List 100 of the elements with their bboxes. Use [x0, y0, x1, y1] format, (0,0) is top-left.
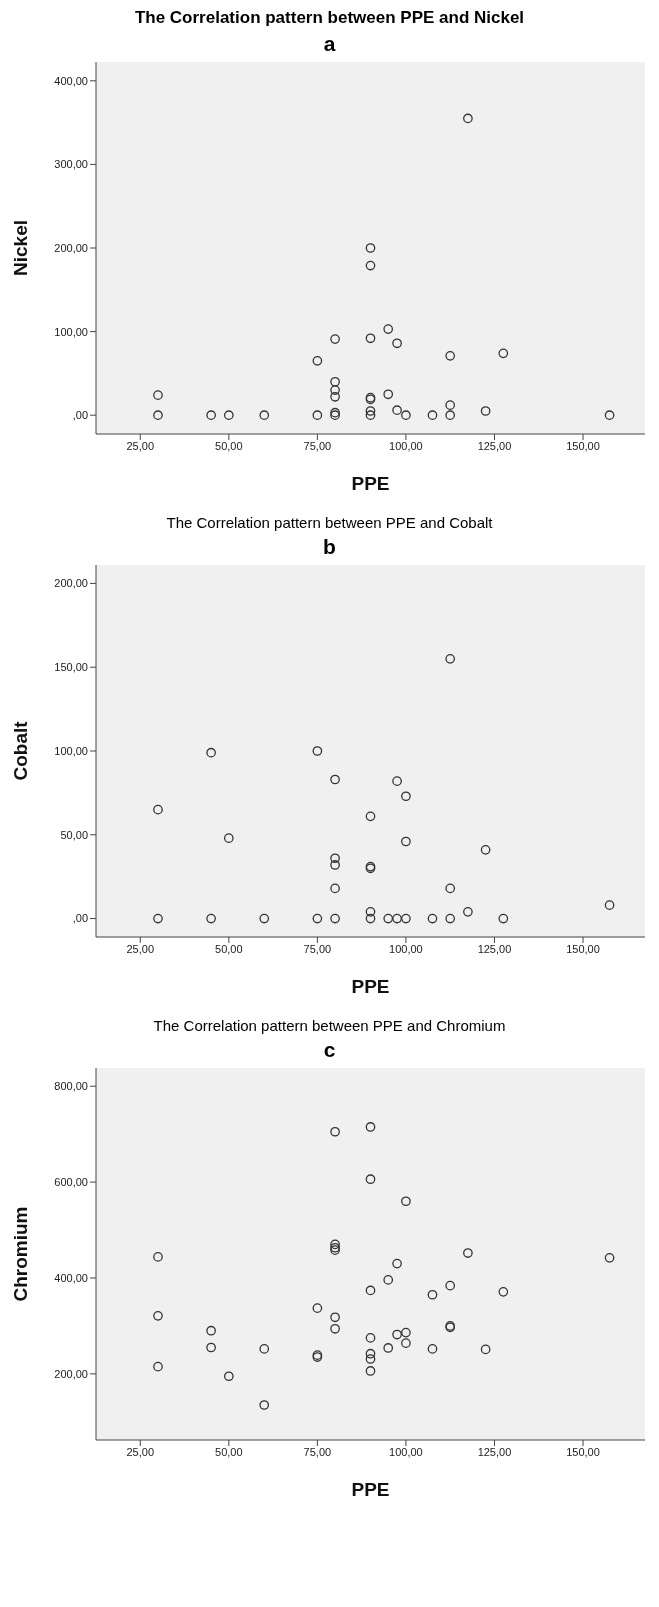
x-tick-label: 75,00: [303, 1445, 332, 1458]
point: [498, 913, 509, 924]
y-tick-label: 200,00: [54, 241, 88, 254]
point: [383, 1275, 394, 1285]
point: [206, 1342, 216, 1353]
x-tick-label: 50,00: [215, 1445, 243, 1458]
point: [445, 913, 456, 924]
point: [401, 1196, 411, 1207]
y-tick-label: ,00: [72, 912, 88, 925]
point: [312, 1303, 323, 1314]
y-tick-label: 400,00: [54, 74, 88, 87]
point: [206, 913, 216, 924]
point: [153, 1252, 163, 1262]
y-axis-title: Chromium: [9, 1206, 31, 1302]
x-axis-title: PPE: [351, 1479, 390, 1500]
point: [445, 653, 456, 664]
point: [153, 390, 163, 400]
point: [498, 348, 509, 359]
point: [330, 1323, 340, 1334]
point: [401, 1327, 411, 1338]
point: [365, 907, 376, 917]
x-tick-label: 100,00: [389, 1445, 423, 1458]
y-tick-label: 100,00: [54, 325, 88, 338]
point: [365, 1122, 376, 1132]
x-tick-label: 150,00: [566, 439, 600, 452]
point: [365, 406, 376, 416]
chart-title: The Correlation pattern between PPE and Nickel: [133, 8, 526, 28]
x-tick-label: 125,00: [477, 942, 512, 955]
point: [223, 833, 234, 843]
point: [312, 356, 323, 366]
point: [401, 836, 411, 847]
chart-title: The Correlation pattern between PPE and Cobalt: [165, 514, 494, 531]
point: [312, 913, 323, 924]
point: [427, 913, 438, 924]
point: [259, 410, 270, 421]
x-axis-title: PPE: [351, 976, 390, 997]
point: [480, 1344, 491, 1355]
x-tick-label: 25,00: [126, 1445, 155, 1458]
y-axis-title: Nickel: [9, 220, 31, 276]
point: [445, 1280, 456, 1291]
x-axis-title: PPE: [351, 473, 390, 494]
point: [401, 1338, 411, 1349]
point: [206, 747, 216, 758]
point: [153, 1361, 163, 1372]
point: [153, 1310, 163, 1321]
point: [330, 853, 340, 864]
chart-subtitle: c: [322, 1038, 337, 1062]
point: [330, 774, 340, 785]
x-tick-label: 150,00: [566, 1445, 600, 1458]
point: [427, 1289, 438, 1300]
point: [365, 1366, 376, 1376]
point: [392, 338, 402, 349]
point: [153, 913, 163, 924]
point: [480, 845, 491, 855]
point: [427, 1344, 438, 1354]
point: [383, 1343, 394, 1353]
x-tick-label: 100,00: [389, 942, 423, 955]
point: [330, 1126, 340, 1137]
point: [445, 410, 456, 421]
point: [259, 913, 270, 924]
point: [401, 913, 411, 924]
point: [463, 113, 473, 124]
point: [330, 883, 340, 894]
y-tick-label: 200,00: [54, 577, 88, 590]
point: [401, 410, 411, 421]
point: [330, 913, 340, 924]
point: [365, 333, 376, 344]
point: [206, 1325, 216, 1336]
point: [153, 410, 163, 421]
point: [365, 410, 376, 421]
point: [463, 1248, 473, 1258]
point: [480, 406, 491, 416]
point: [153, 804, 163, 815]
y-tick-label: 300,00: [54, 158, 88, 171]
y-tick-label: 50,00: [60, 828, 88, 841]
point: [330, 391, 340, 402]
point: [445, 350, 456, 361]
point: [312, 410, 323, 421]
y-tick-label: 400,00: [54, 1271, 88, 1284]
point: [259, 1344, 270, 1354]
x-tick-label: 100,00: [389, 439, 423, 452]
point: [312, 746, 323, 756]
x-tick-label: 25,00: [126, 439, 155, 452]
point: [365, 243, 376, 253]
chart-title: The Correlation pattern between PPE and Chromium: [152, 1017, 507, 1034]
point: [330, 385, 340, 395]
x-tick-label: 125,00: [477, 1445, 512, 1458]
x-tick-label: 50,00: [215, 439, 243, 452]
y-tick-label: 800,00: [54, 1080, 88, 1093]
x-tick-label: 75,00: [303, 942, 332, 955]
x-tick-label: 75,00: [303, 439, 332, 452]
x-tick-label: 25,00: [126, 942, 155, 955]
point: [604, 900, 615, 911]
point: [365, 260, 376, 271]
y-axis-title: Cobalt: [9, 720, 31, 781]
y-tick-label: 150,00: [54, 661, 88, 674]
point: [259, 1400, 270, 1410]
point: [445, 400, 456, 411]
point: [392, 405, 402, 416]
y-tick-label: ,00: [72, 409, 88, 422]
